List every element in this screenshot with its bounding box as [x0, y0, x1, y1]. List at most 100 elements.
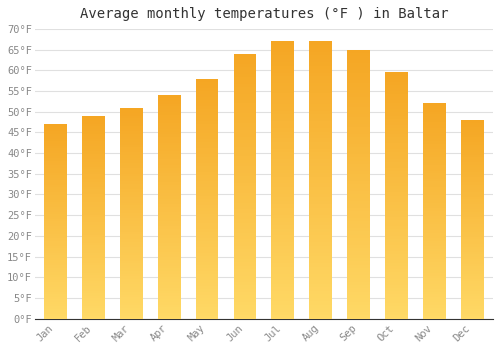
Bar [347, 50, 370, 53]
Bar [272, 118, 294, 121]
Bar [158, 151, 180, 154]
Bar [423, 243, 446, 246]
Bar [423, 139, 446, 141]
Bar [234, 219, 256, 223]
Bar [272, 114, 294, 118]
Bar [423, 120, 446, 122]
Bar [310, 305, 332, 308]
Bar [44, 136, 67, 139]
Bar [461, 207, 483, 209]
Bar [158, 274, 180, 277]
Bar [196, 91, 218, 94]
Bar [196, 103, 218, 106]
Bar [347, 127, 370, 131]
Bar [120, 255, 142, 258]
Bar [120, 124, 142, 126]
Bar [234, 226, 256, 229]
Bar [120, 153, 142, 155]
Bar [347, 305, 370, 308]
Bar [44, 272, 67, 275]
Bar [44, 156, 67, 158]
Bar [461, 259, 483, 261]
Bar [120, 250, 142, 253]
Bar [120, 287, 142, 289]
Bar [120, 237, 142, 239]
Bar [158, 232, 180, 235]
Title: Average monthly temperatures (°F ) in Baltar: Average monthly temperatures (°F ) in Ba… [80, 7, 448, 21]
Bar [310, 79, 332, 83]
Bar [347, 268, 370, 272]
Bar [196, 268, 218, 271]
Bar [461, 299, 483, 301]
Bar [272, 90, 294, 93]
Bar [423, 216, 446, 219]
Bar [196, 115, 218, 118]
Bar [423, 128, 446, 131]
Bar [158, 101, 180, 104]
Bar [461, 187, 483, 189]
Bar [82, 286, 105, 288]
Bar [82, 238, 105, 240]
Bar [385, 297, 408, 300]
Bar [423, 122, 446, 125]
Bar [272, 128, 294, 132]
Bar [423, 222, 446, 224]
Bar [234, 249, 256, 252]
Bar [347, 218, 370, 221]
Bar [347, 174, 370, 177]
Bar [82, 245, 105, 248]
Bar [234, 147, 256, 150]
Bar [82, 169, 105, 171]
Bar [272, 256, 294, 260]
Bar [310, 73, 332, 76]
Bar [234, 170, 256, 173]
Bar [461, 254, 483, 257]
Bar [44, 297, 67, 299]
Bar [44, 280, 67, 282]
Bar [82, 283, 105, 286]
Bar [234, 156, 256, 160]
Bar [423, 313, 446, 316]
Bar [385, 137, 408, 140]
Bar [44, 192, 67, 195]
Bar [234, 282, 256, 286]
Bar [158, 123, 180, 126]
Bar [461, 286, 483, 289]
Bar [347, 63, 370, 66]
Bar [272, 69, 294, 73]
Bar [196, 127, 218, 130]
Bar [272, 287, 294, 291]
Bar [385, 140, 408, 143]
Bar [461, 241, 483, 244]
Bar [196, 139, 218, 142]
Bar [272, 229, 294, 232]
Bar [310, 194, 332, 197]
Bar [272, 301, 294, 305]
Bar [120, 134, 142, 136]
Bar [196, 292, 218, 295]
Bar [158, 313, 180, 316]
Bar [347, 245, 370, 248]
Bar [385, 205, 408, 208]
Bar [423, 114, 446, 117]
Bar [347, 248, 370, 251]
Bar [82, 268, 105, 271]
Bar [234, 269, 256, 272]
Bar [158, 173, 180, 176]
Bar [310, 215, 332, 218]
Bar [44, 209, 67, 212]
Bar [158, 288, 180, 290]
Bar [158, 307, 180, 310]
Bar [272, 100, 294, 104]
Bar [82, 271, 105, 273]
Bar [423, 232, 446, 235]
Bar [423, 125, 446, 128]
Bar [234, 262, 256, 266]
Bar [385, 270, 408, 272]
Bar [44, 275, 67, 277]
Bar [158, 296, 180, 299]
Bar [310, 170, 332, 173]
Bar [423, 262, 446, 265]
Bar [158, 204, 180, 207]
Bar [461, 175, 483, 177]
